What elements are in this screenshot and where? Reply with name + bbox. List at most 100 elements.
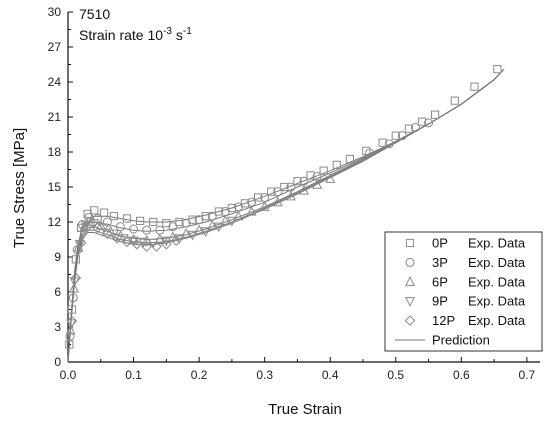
data-point	[111, 233, 123, 244]
legend-label-6p: 6P	[432, 274, 448, 289]
data-point	[220, 215, 231, 225]
data-point	[362, 146, 371, 155]
legend-marker-9p	[404, 297, 416, 307]
data-point	[378, 138, 387, 147]
y-tick-label: 27	[48, 40, 62, 54]
tick-labels: 0.0 0.1 0.2 0.3 0.4 0.5 0.6 0.7 0 3 6 9 12 15 18 21 24 27…	[48, 5, 536, 382]
legend: 0P Exp. Data 3P Exp. Data 6P Exp. Data 9P Exp. …	[384, 231, 543, 352]
y-tick-label: 24	[48, 75, 62, 89]
data-point	[246, 205, 257, 216]
data-point	[181, 218, 191, 228]
data-point	[82, 221, 93, 232]
annotation-line2-unit: s	[172, 27, 183, 43]
annotation-line2-unit-exp: -1	[183, 26, 192, 37]
legend-marker-6p	[404, 276, 416, 286]
data-point	[161, 238, 172, 250]
data-point	[131, 238, 143, 250]
legend-label-3p: 3P	[432, 255, 448, 270]
legend-marker-3p	[405, 257, 415, 267]
data-point	[138, 237, 149, 248]
series-9p	[66, 216, 237, 330]
data-points	[65, 65, 502, 349]
data-point	[187, 230, 198, 241]
y-tick-label: 15	[48, 180, 62, 194]
data-point	[298, 184, 310, 195]
data-point	[213, 222, 224, 233]
legend-suffix-0p: Exp. Data	[468, 236, 526, 251]
data-point	[293, 177, 302, 186]
legend-marker-0p	[405, 238, 415, 248]
data-point	[404, 124, 413, 133]
data-point	[70, 272, 82, 284]
data-point	[410, 123, 420, 132]
x-tick-label: 0.7	[519, 368, 536, 382]
data-point	[332, 160, 341, 169]
data-point	[99, 208, 109, 217]
data-point	[89, 219, 100, 229]
data-point	[129, 224, 139, 234]
annotation-line2-exp: -3	[163, 26, 172, 37]
data-point	[384, 139, 394, 149]
x-tick-label: 0.0	[60, 368, 77, 382]
y-tick-label: 9	[54, 250, 61, 264]
data-point	[102, 228, 113, 239]
data-point	[65, 331, 75, 341]
data-point	[227, 203, 236, 213]
data-point	[180, 227, 192, 238]
legend-marker-12p	[404, 315, 416, 326]
y-tick-label: 18	[48, 145, 62, 159]
y-tick-label: 30	[48, 5, 62, 19]
x-tick-label: 0.3	[256, 368, 273, 382]
legend-box	[384, 231, 543, 352]
y-tick-label: 21	[48, 110, 62, 124]
data-point	[200, 227, 211, 238]
data-point	[121, 236, 133, 248]
y-tick-label: 12	[48, 215, 62, 229]
data-point	[254, 193, 263, 202]
legend-suffix-3p: Exp. Data	[468, 255, 526, 270]
data-point	[162, 219, 171, 228]
data-point	[77, 219, 87, 229]
x-tick-label: 0.5	[387, 368, 404, 382]
data-point	[233, 210, 244, 221]
data-point	[65, 324, 76, 335]
legend-label-9p: 9P	[432, 294, 448, 309]
legend-suffix-9p: Exp. Data	[468, 294, 526, 309]
series-0p	[65, 65, 502, 349]
data-point	[79, 220, 90, 231]
annotation-line2-base: Strain rate 10	[79, 27, 163, 43]
y-tick-label: 3	[54, 320, 61, 334]
data-point	[325, 173, 336, 183]
data-point	[194, 224, 205, 235]
legend-label-12p: 12P	[432, 313, 455, 328]
data-point	[207, 219, 218, 230]
data-point	[273, 187, 283, 197]
y-axis-title: True Stress [MPa]	[11, 128, 28, 248]
data-point	[65, 340, 74, 349]
data-point	[109, 212, 118, 221]
data-point	[149, 217, 158, 227]
x-tick-label: 0.4	[322, 368, 339, 382]
data-point	[75, 237, 87, 249]
data-point	[267, 187, 276, 196]
annotation-line2: Strain rate 10-3 s-1	[79, 26, 192, 43]
data-point	[151, 241, 162, 252]
data-point	[450, 96, 459, 105]
data-point	[259, 201, 270, 211]
data-point	[194, 215, 204, 225]
data-point	[285, 190, 296, 201]
data-point	[168, 222, 178, 232]
data-point	[470, 82, 479, 91]
data-point	[391, 131, 400, 140]
data-point	[136, 216, 145, 225]
data-point	[93, 214, 102, 223]
data-point	[90, 206, 99, 215]
annotation-line1: 7510	[79, 6, 110, 22]
data-point	[141, 234, 152, 245]
data-point	[66, 315, 78, 327]
y-tick-label: 0	[54, 355, 61, 369]
data-point	[424, 118, 434, 128]
x-tick-label: 0.2	[191, 368, 208, 382]
